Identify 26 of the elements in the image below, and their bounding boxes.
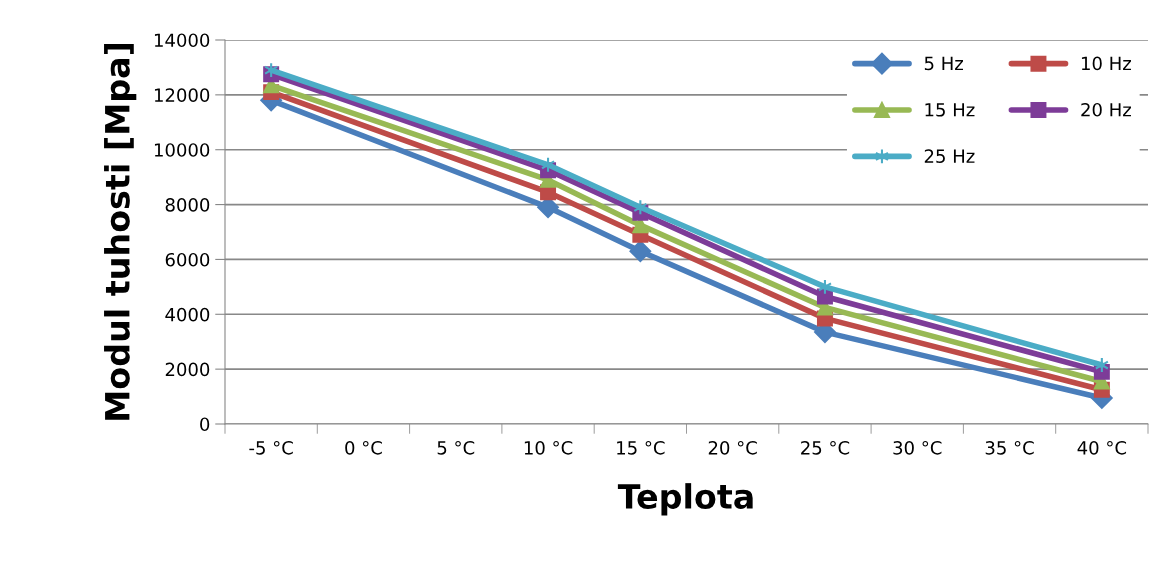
x-tick-label: 25 °C bbox=[801, 440, 850, 455]
x-axis-title: Teplota bbox=[617, 483, 753, 516]
x-tick-label: 10 °C bbox=[524, 440, 573, 455]
y-axis-title: Modul tuhosti [Mpa] bbox=[104, 43, 137, 420]
legend-label: 5 Hz bbox=[924, 56, 963, 71]
legend-label: 15 Hz bbox=[925, 103, 975, 117]
y-tick-label: 2000 bbox=[165, 362, 210, 377]
x-tick-label: 20 °C bbox=[708, 440, 757, 455]
y-tick-label: 10000 bbox=[154, 143, 210, 157]
x-tick-label: 15 °C bbox=[617, 440, 665, 455]
x-tick-label: 5 °C bbox=[437, 440, 475, 455]
y-tick-label: 14000 bbox=[154, 33, 210, 48]
legend-label: 10 Hz bbox=[1081, 56, 1131, 71]
x-tick-label: 35 °C bbox=[985, 440, 1034, 455]
y-tick-label: 8000 bbox=[165, 198, 210, 212]
x-tick-label: 40 °C bbox=[1077, 440, 1127, 455]
y-tick-label: 6000 bbox=[165, 252, 210, 267]
point bbox=[629, 240, 652, 263]
y-tick-label: 0 bbox=[200, 417, 210, 432]
y-tick-label: 12000 bbox=[154, 88, 210, 102]
legend-label: 20 Hz bbox=[1081, 102, 1131, 117]
x-tick-label: 30 °C bbox=[893, 440, 942, 455]
legend-label: 25 Hz bbox=[924, 149, 975, 163]
y-tick-label: 4000 bbox=[165, 307, 210, 322]
x-tick-label: 0 °C bbox=[345, 440, 382, 455]
x-tick-label: -5 °C bbox=[249, 440, 293, 455]
